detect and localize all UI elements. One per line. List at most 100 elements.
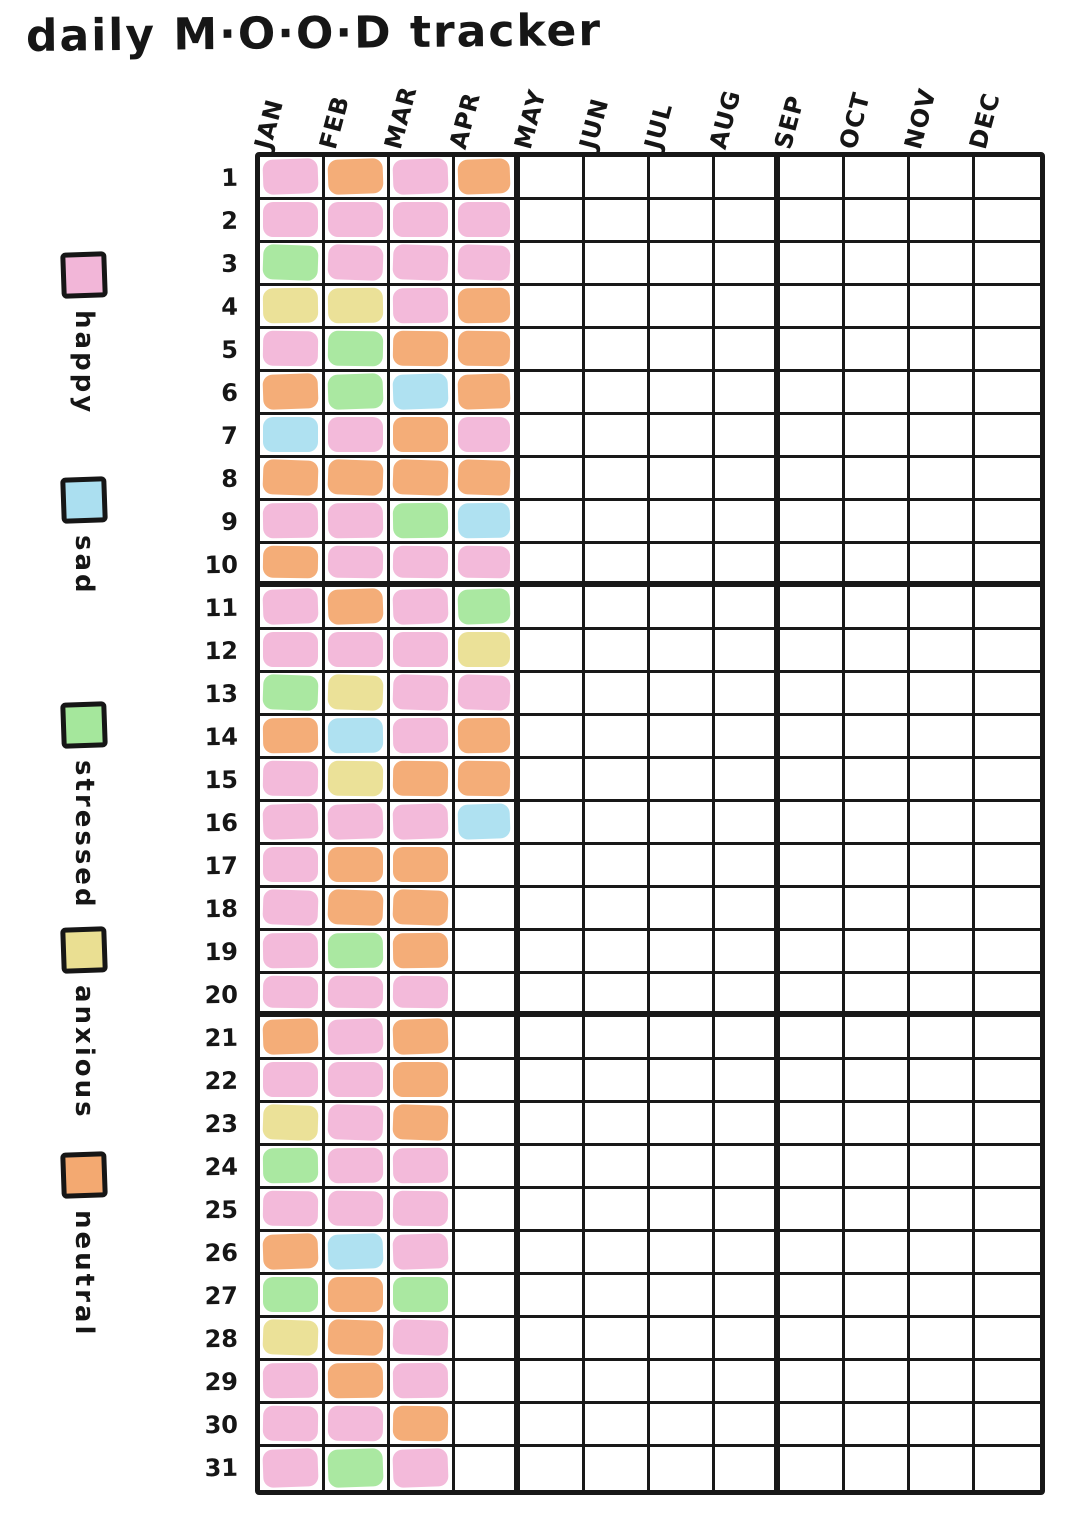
cell-apr-5	[455, 329, 520, 372]
cell-aug-11	[715, 587, 780, 630]
cell-jun-4	[585, 286, 650, 329]
cell-oct-13	[845, 673, 910, 716]
mood-mark-neutral	[262, 717, 319, 754]
cell-dec-13	[975, 673, 1040, 716]
cell-sep-19	[780, 931, 845, 974]
day-label-7: 7	[221, 421, 239, 450]
page-title: daily M·O·O·D tracker	[25, 4, 603, 63]
cell-jun-5	[585, 329, 650, 372]
cell-dec-15	[975, 759, 1040, 802]
cell-may-30	[520, 1404, 585, 1447]
cell-mar-1	[390, 157, 455, 200]
cell-jul-9	[650, 501, 715, 544]
cell-jun-19	[585, 931, 650, 974]
cell-oct-21	[845, 1017, 910, 1060]
mood-mark-neutral	[392, 1405, 449, 1442]
cell-may-27	[520, 1275, 585, 1318]
mood-mark-neutral	[457, 717, 511, 754]
cell-sep-16	[780, 802, 845, 845]
cell-apr-17	[455, 845, 520, 888]
cell-oct-4	[845, 286, 910, 329]
cell-aug-13	[715, 673, 780, 716]
mood-mark-happy	[262, 330, 319, 367]
cell-jul-18	[650, 888, 715, 931]
mood-mark-happy	[328, 417, 383, 452]
cell-nov-3	[910, 243, 975, 286]
day-label-6: 6	[221, 378, 239, 407]
cell-feb-5	[325, 329, 390, 372]
cell-mar-3	[390, 243, 455, 286]
cell-nov-22	[910, 1060, 975, 1103]
cell-dec-16	[975, 802, 1040, 845]
cell-nov-5	[910, 329, 975, 372]
cell-oct-20	[845, 974, 910, 1017]
mood-mark-happy	[393, 632, 448, 667]
mood-mark-happy	[327, 1405, 384, 1442]
cell-mar-22	[390, 1060, 455, 1103]
cell-oct-22	[845, 1060, 910, 1103]
cell-nov-17	[910, 845, 975, 888]
mood-mark-stressed	[327, 330, 384, 367]
mood-mark-neutral	[327, 1319, 384, 1356]
cell-nov-23	[910, 1103, 975, 1146]
mood-mark-happy	[392, 545, 449, 579]
cell-jul-15	[650, 759, 715, 802]
cell-jan-31	[260, 1447, 325, 1490]
mood-mark-stressed	[327, 1448, 384, 1488]
cell-jun-26	[585, 1232, 650, 1275]
cell-sep-14	[780, 716, 845, 759]
cell-jul-22	[650, 1060, 715, 1103]
mood-mark-happy	[393, 202, 448, 237]
mood-mark-happy	[263, 632, 318, 667]
cell-aug-25	[715, 1189, 780, 1232]
mood-mark-stressed	[263, 1277, 318, 1312]
cell-jan-29	[260, 1361, 325, 1404]
cell-apr-9	[455, 501, 520, 544]
cell-apr-13	[455, 673, 520, 716]
mood-mark-happy	[262, 889, 319, 926]
cell-sep-7	[780, 415, 845, 458]
cell-may-16	[520, 802, 585, 845]
cell-oct-28	[845, 1318, 910, 1361]
cell-apr-25	[455, 1189, 520, 1232]
cell-feb-11	[325, 587, 390, 630]
cell-aug-2	[715, 200, 780, 243]
cell-sep-24	[780, 1146, 845, 1189]
cell-dec-3	[975, 243, 1040, 286]
cell-feb-1	[325, 157, 390, 200]
mood-mark-neutral	[392, 1104, 449, 1141]
cell-apr-8	[455, 458, 520, 501]
day-label-19: 19	[204, 937, 239, 967]
cell-mar-28	[390, 1318, 455, 1361]
cell-feb-19	[325, 931, 390, 974]
mood-mark-neutral	[327, 1362, 384, 1399]
mood-mark-happy	[262, 803, 319, 840]
cell-may-10	[520, 544, 585, 587]
legend-swatch-stressed	[60, 701, 108, 749]
cell-nov-19	[910, 931, 975, 974]
cell-apr-12	[455, 630, 520, 673]
mood-mark-stressed	[327, 373, 384, 410]
cell-sep-18	[780, 888, 845, 931]
cell-jul-17	[650, 845, 715, 888]
cell-nov-16	[910, 802, 975, 845]
cell-feb-4	[325, 286, 390, 329]
cell-jun-17	[585, 845, 650, 888]
cell-nov-24	[910, 1146, 975, 1189]
cell-oct-2	[845, 200, 910, 243]
day-label-1: 1	[221, 163, 239, 192]
cell-jan-13	[260, 673, 325, 716]
cell-dec-25	[975, 1189, 1040, 1232]
cell-jan-21	[260, 1017, 325, 1060]
cell-dec-24	[975, 1146, 1040, 1189]
cell-jun-6	[585, 372, 650, 415]
legend-label-happy: happy	[69, 310, 99, 416]
cell-nov-15	[910, 759, 975, 802]
mood-mark-stressed	[393, 1277, 448, 1312]
cell-jul-31	[650, 1447, 715, 1490]
cell-may-2	[520, 200, 585, 243]
cell-mar-8	[390, 458, 455, 501]
cell-nov-4	[910, 286, 975, 329]
cell-may-12	[520, 630, 585, 673]
cell-sep-29	[780, 1361, 845, 1404]
